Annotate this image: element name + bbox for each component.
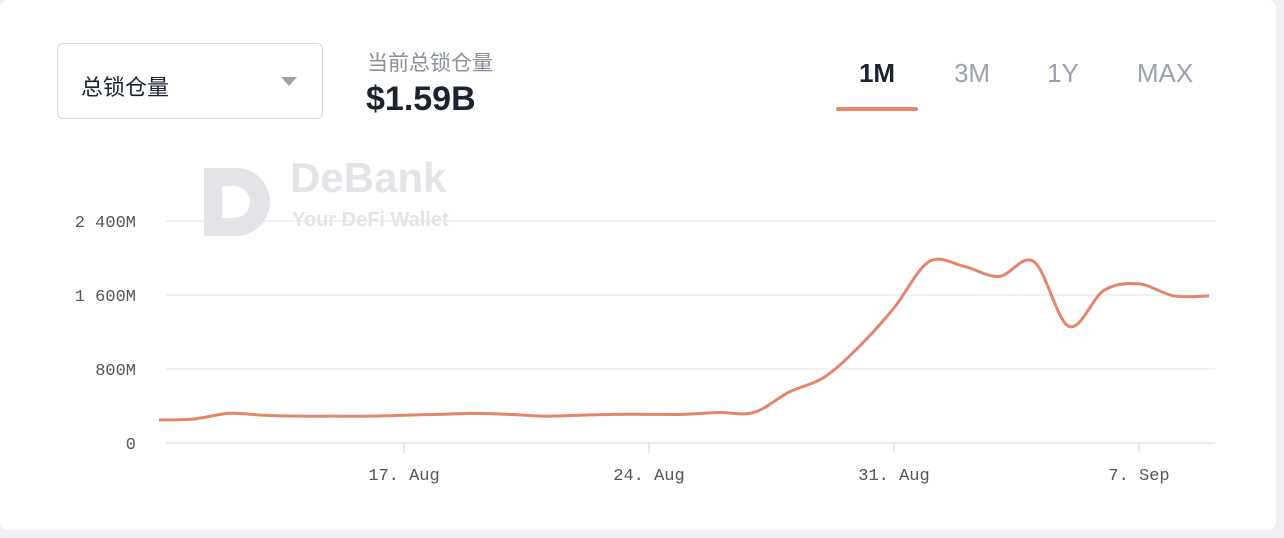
active-tab-underline bbox=[836, 107, 918, 111]
x-tick-label: 31. Aug bbox=[858, 467, 929, 486]
time-tab[interactable]: MAX bbox=[1136, 58, 1194, 88]
dropdown-label: 总锁仓量 bbox=[81, 75, 170, 100]
watermark-name: DeBank bbox=[290, 154, 447, 201]
card: 总锁仓量 当前总锁仓量 $1.59B 1M 3M 1Y MAX DeBank Your… bbox=[0, 0, 1276, 530]
time-tab[interactable]: 1M bbox=[858, 58, 896, 88]
chart: DeBank Your DeFi Wallet 0 800M 1 600M 2 400… bbox=[75, 154, 1215, 486]
y-tick-label: 800M bbox=[95, 362, 136, 381]
dropdown-arrow bbox=[281, 77, 297, 86]
x-tick-label: 17. Aug bbox=[368, 467, 439, 486]
x-tick-label: 24. Aug bbox=[613, 467, 684, 486]
summary-value: $1.59B bbox=[366, 80, 476, 118]
line-series bbox=[158, 257, 1210, 422]
dropdown[interactable]: 总锁仓量 bbox=[57, 43, 323, 119]
watermark-logo bbox=[204, 168, 270, 236]
x-tick-label: 7. Sep bbox=[1108, 467, 1169, 486]
y-tick-label: 1 600M bbox=[75, 288, 136, 307]
y-tick-label: 2 400M bbox=[75, 214, 136, 233]
summary-label: 当前总锁仓量 bbox=[367, 52, 493, 75]
watermark-tagline: Your DeFi Wallet bbox=[292, 209, 449, 231]
y-tick-label: 0 bbox=[126, 436, 136, 455]
time-tab[interactable]: 3M bbox=[953, 58, 991, 88]
time-tab[interactable]: 1Y bbox=[1047, 58, 1079, 88]
